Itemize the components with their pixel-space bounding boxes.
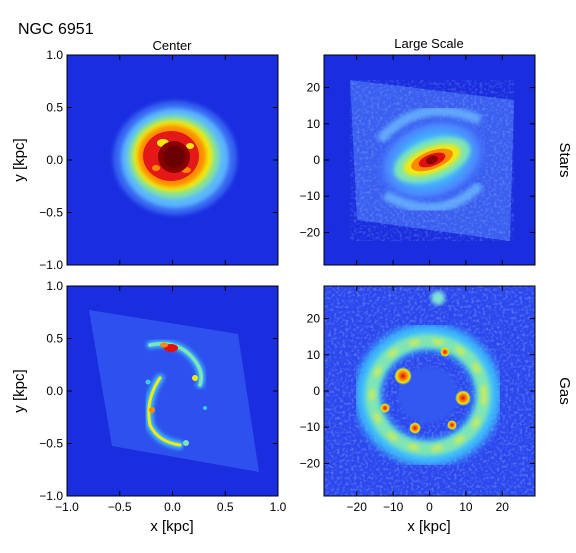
tick-label: 20: [307, 312, 321, 326]
tick-label: −10: [300, 420, 321, 434]
row-label-gas: Gas: [556, 377, 573, 405]
x-axis-label-left: x [kpc]: [150, 518, 193, 535]
tick-label: 20: [307, 81, 321, 95]
tick-label: −10: [383, 500, 404, 514]
panel-stars-center: [66, 54, 279, 266]
tick-label: −20: [300, 225, 321, 239]
tick-label: −20: [347, 500, 368, 514]
tick-label: 0.5: [46, 101, 63, 115]
y-axis-label-bottom: y [kpc]: [11, 369, 28, 412]
tick-label: −1.0: [55, 500, 79, 514]
tick-label: −0.5: [39, 437, 63, 451]
tick-label: 0.0: [46, 384, 63, 398]
tick-label: −1.0: [39, 489, 63, 503]
tick-label: 0: [313, 153, 320, 167]
tick-label: −0.5: [108, 500, 132, 514]
column-title-large-scale: Large Scale: [394, 36, 463, 51]
y-axis-label-top: y [kpc]: [11, 138, 28, 181]
tick-label: 10: [307, 117, 321, 131]
tick-label: 1.0: [46, 48, 63, 62]
row-label-stars: Stars: [556, 142, 573, 177]
figure-title: NGC 6951: [18, 21, 94, 38]
column-title-center: Center: [152, 38, 192, 53]
tick-label: −20: [300, 456, 321, 470]
tick-label: 0.0: [164, 500, 181, 514]
panel-gas-center: [66, 285, 279, 497]
tick-label: 10: [307, 348, 321, 362]
axis-ticks: −1.0−0.50.00.51.0−20−1001020−1.0−1.0−0.5…: [39, 48, 535, 514]
tick-label: −0.5: [39, 206, 63, 220]
panel-gas-large-scale: [323, 285, 536, 497]
tick-label: 10: [459, 500, 473, 514]
tick-label: 0.5: [46, 332, 63, 346]
tick-label: 0: [313, 384, 320, 398]
tick-label: 0.5: [217, 500, 234, 514]
tick-label: 1.0: [270, 500, 287, 514]
tick-label: 20: [496, 500, 510, 514]
tick-label: 1.0: [46, 279, 63, 293]
x-axis-label-right: x [kpc]: [407, 518, 450, 535]
tick-label: −1.0: [39, 258, 63, 272]
panel-stars-large-scale: [323, 54, 536, 266]
tick-label: 0: [426, 500, 433, 514]
tick-label: −10: [300, 189, 321, 203]
tick-label: 0.0: [46, 153, 63, 167]
